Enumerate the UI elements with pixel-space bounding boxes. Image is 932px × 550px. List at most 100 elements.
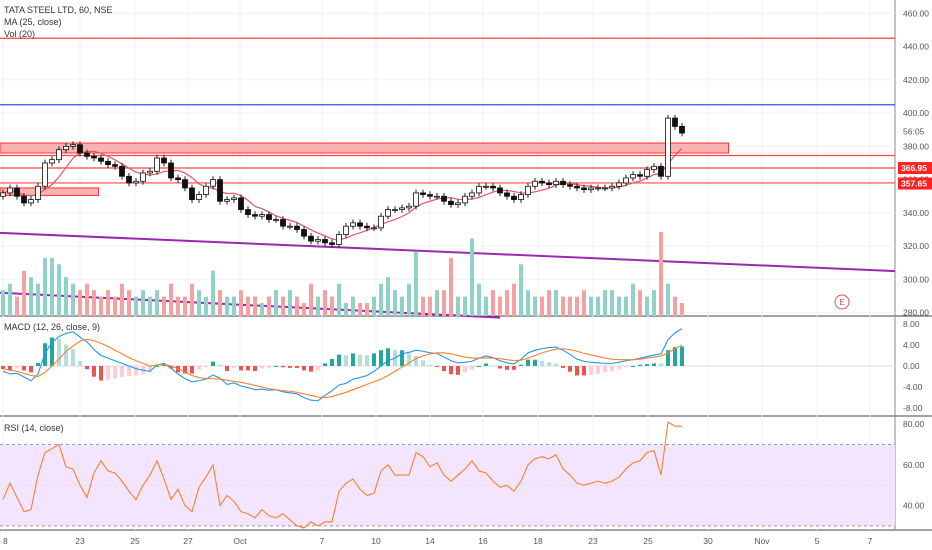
macd-histogram-bar <box>624 366 628 368</box>
candle-body <box>91 155 97 159</box>
price-tick-label: 440.00 <box>903 42 929 52</box>
volume-bar <box>99 296 103 316</box>
candle-body <box>413 192 419 207</box>
volume-bar <box>155 290 159 316</box>
volume-bar <box>463 296 467 316</box>
time-tick-label: 14 <box>425 536 435 546</box>
trend-line-upper <box>0 231 896 273</box>
macd-histogram-bar <box>36 362 40 366</box>
volume-bar <box>218 290 222 316</box>
price-candles <box>0 114 685 248</box>
volume-bar <box>106 290 110 316</box>
macd-histogram-bar <box>526 359 530 366</box>
candle-body <box>294 225 300 230</box>
candle-body <box>203 185 209 195</box>
volume-bar <box>673 296 677 316</box>
volume-bar <box>78 290 82 316</box>
volume-bar <box>253 296 257 316</box>
moving-average <box>2 147 683 241</box>
macd-histogram-bar <box>358 354 362 366</box>
volume-bar <box>120 283 124 316</box>
candle-body <box>175 177 181 181</box>
volume-bar <box>232 296 236 316</box>
volume-bar <box>43 257 47 316</box>
candle-body <box>266 214 272 220</box>
volume-bar <box>281 296 285 316</box>
macd-histogram-bar <box>260 366 264 369</box>
candle-body <box>161 157 167 164</box>
candle-body <box>301 229 307 237</box>
volume-bar <box>127 290 131 316</box>
candle-body <box>350 222 356 227</box>
price-tick-label: 400.00 <box>903 108 929 118</box>
macd-histogram-bar <box>386 348 390 366</box>
macd-histogram-bar <box>379 350 383 366</box>
macd-histogram-bar <box>554 363 558 366</box>
volume-bar <box>29 277 33 316</box>
ma-legend[interactable]: MA (25, close) <box>4 17 62 27</box>
macd-line <box>2 328 683 402</box>
macd-histogram-bar <box>344 355 348 366</box>
macd-histogram-bar <box>288 366 292 368</box>
volume-bar <box>148 296 152 316</box>
time-tick-label: 25 <box>130 536 140 546</box>
price-badge-label: 366.95 <box>901 163 927 173</box>
candle-body <box>420 192 426 195</box>
volume-bar <box>246 296 250 316</box>
candle-body <box>49 159 55 164</box>
volume-bar <box>71 283 75 316</box>
macd-histogram-bar <box>225 366 229 372</box>
volume-bar <box>582 290 586 316</box>
time-tick-label: 25 <box>643 536 653 546</box>
volume-bar <box>365 303 369 316</box>
candle-body <box>644 169 650 177</box>
horizontal-lines <box>0 37 895 184</box>
candle-body <box>588 187 594 191</box>
volume-bar <box>477 283 481 316</box>
macd-histogram-bar <box>456 366 460 375</box>
volume-bar <box>470 238 474 316</box>
candle-body <box>0 192 6 197</box>
volume-bar <box>505 290 509 316</box>
candle-body <box>63 145 69 151</box>
macd-histogram-bar <box>50 337 54 366</box>
macd-histogram-bar <box>421 360 425 366</box>
macd-histogram-bar <box>575 366 579 376</box>
macd-legend[interactable]: MACD (12, 26, close, 9) <box>4 322 100 332</box>
macd-histogram-bar <box>267 366 271 368</box>
volume-bar <box>568 296 572 316</box>
candle-body <box>182 179 188 189</box>
volume-bar <box>575 296 579 316</box>
candle-body <box>238 197 244 210</box>
candle-body <box>679 126 685 134</box>
volume-bar <box>456 296 460 316</box>
macd-histogram-bar <box>498 366 502 369</box>
volume-bar <box>36 283 40 316</box>
volume-bar <box>589 296 593 316</box>
candle-body <box>448 200 454 205</box>
volume-bar <box>554 290 558 316</box>
volume-bar <box>484 296 488 316</box>
earnings-marker-icon[interactable] <box>834 294 850 310</box>
vol-legend[interactable]: Vol (20) <box>4 29 35 39</box>
volume-bar <box>624 296 628 316</box>
candle-body <box>210 179 216 187</box>
candle-body <box>497 187 503 194</box>
candle-body <box>553 180 559 186</box>
volume-bar <box>8 283 12 316</box>
rsi-legend[interactable]: RSI (14, close) <box>4 423 64 433</box>
macd-tick-label: -4.00 <box>903 382 923 392</box>
volume-bar <box>659 232 663 316</box>
candle-body <box>392 209 398 211</box>
macd-histogram-bar <box>239 366 243 371</box>
volume-bar <box>267 296 271 316</box>
macd-histogram-bar <box>337 354 341 366</box>
symbol-title[interactable]: TATA STEEL LTD, 60, NSE <box>4 5 113 15</box>
macd-histogram-bar <box>302 366 306 371</box>
volume-bar <box>113 296 117 316</box>
candle-body <box>532 180 538 187</box>
macd-histogram-bar <box>435 366 439 367</box>
macd-histogram-bar <box>645 364 649 366</box>
volume-bar <box>64 277 68 316</box>
